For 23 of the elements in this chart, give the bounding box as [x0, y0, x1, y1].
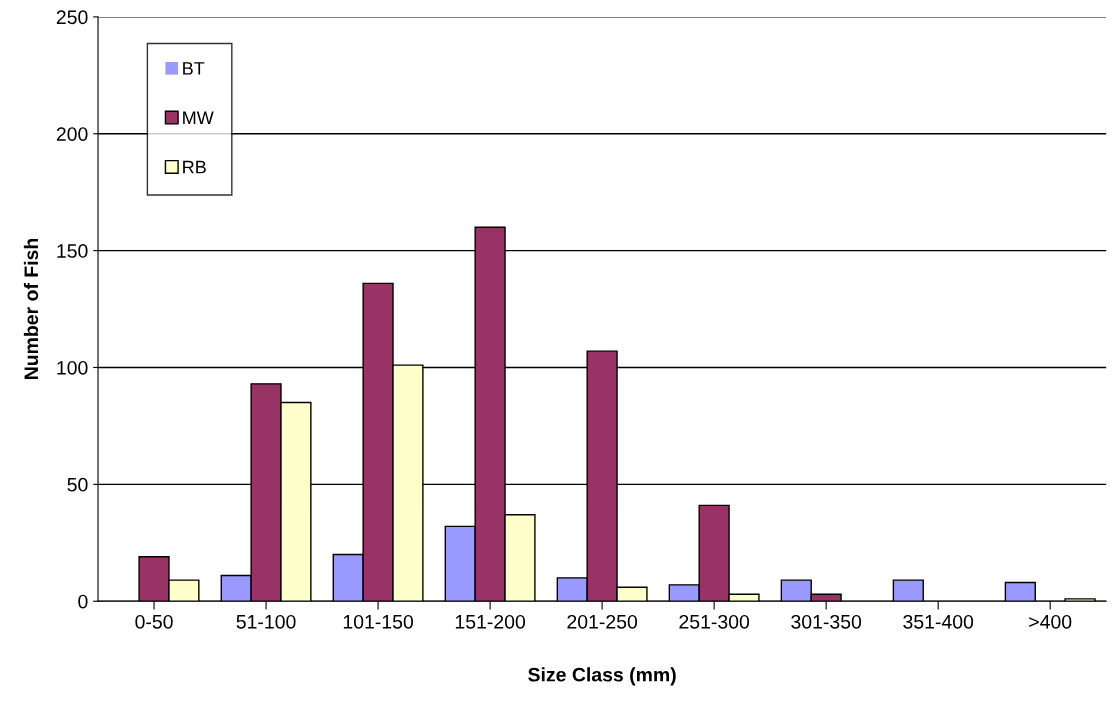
y-tick-label: 0 [78, 594, 88, 609]
bar [1064, 598, 1096, 602]
y-tick-label: 50 [67, 477, 88, 492]
y-axis-title: Number of Fish [23, 238, 39, 380]
x-tick-label: 101-150 [343, 614, 413, 629]
legend-label: RB [183, 160, 206, 174]
x-tick-label: 151-200 [455, 614, 526, 629]
y-tick-label: 200 [56, 127, 88, 141]
legend-label: BT [183, 62, 205, 75]
bar [892, 579, 924, 602]
y-tick-label: 150 [57, 244, 88, 258]
x-tick-label: 251-300 [679, 614, 750, 629]
y-tick-label: 250 [56, 10, 88, 25]
x-tick-label: 0-50 [135, 614, 173, 629]
x-tick-label: 301-350 [791, 614, 862, 629]
x-axis-title: Size Class (mm) [528, 667, 676, 686]
legend-label: MW [183, 111, 214, 124]
x-tick-label: >400 [1029, 614, 1072, 629]
x-tick-label: 201-250 [567, 614, 638, 629]
bar [1004, 581, 1036, 602]
x-tick-label: 351-400 [903, 614, 974, 629]
y-tick-label: 100 [57, 360, 88, 375]
x-tick-label: 51-100 [236, 614, 296, 629]
